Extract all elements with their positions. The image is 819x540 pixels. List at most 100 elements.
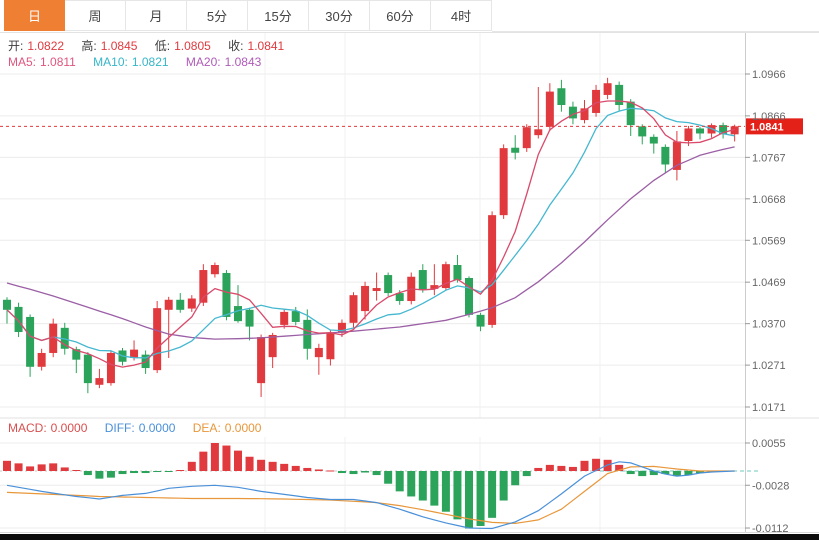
tab-day[interactable]: 日 [4, 0, 65, 31]
candle-body [592, 89, 601, 113]
candle-body [268, 334, 277, 358]
candle-body [314, 347, 323, 358]
candle-body [580, 108, 589, 121]
macd-bar [130, 471, 139, 474]
candle-body [418, 270, 427, 291]
macd-bar [95, 471, 104, 479]
tab-60min[interactable]: 60分 [370, 0, 431, 31]
macd-bar [257, 459, 266, 471]
macd-bar [361, 471, 370, 473]
candle-body [488, 215, 497, 325]
macd-bar [615, 464, 624, 471]
candle-body [557, 88, 566, 105]
macd-bar [187, 461, 196, 471]
candle-body [372, 288, 381, 291]
ma20-label: MA20: [185, 55, 221, 69]
candle-body [453, 265, 462, 281]
candle-body [37, 352, 46, 367]
candle-body [222, 272, 231, 317]
candle-body [280, 311, 289, 325]
ma20-value: 1.0843 [224, 55, 262, 69]
macd-bar [83, 471, 92, 476]
y-axis-label: 1.0966 [752, 69, 786, 81]
candle-body [603, 83, 612, 95]
macd-bar [372, 471, 381, 476]
macd-panel: 0.0055 -0.0028 -0.0112 [0, 438, 789, 535]
y-axis-label: 1.0767 [752, 152, 786, 164]
candle-body [522, 127, 531, 149]
candle-body [130, 349, 139, 358]
tab-4hour[interactable]: 4时 [431, 0, 492, 31]
tab-30min[interactable]: 30分 [309, 0, 370, 31]
svg-text:1.0841: 1.0841 [750, 121, 784, 133]
diff-line [6, 461, 735, 530]
candle-body [696, 128, 704, 134]
y-axis-label: 1.0569 [752, 235, 786, 247]
macd-bar [164, 471, 173, 472]
macd-bar [153, 471, 162, 473]
macd-bar [407, 471, 416, 497]
candle-body [14, 306, 23, 333]
y-axis-label: 1.0668 [752, 194, 786, 206]
macd-bar [37, 464, 46, 471]
candle-body [638, 126, 647, 137]
macd-bar [672, 471, 681, 477]
y-axis-label: 1.0469 [752, 277, 786, 289]
candle-body [465, 277, 473, 315]
candle-body [176, 299, 185, 310]
ma10-label: MA10: [93, 55, 128, 69]
macd-bar [384, 471, 393, 484]
macd-bar [465, 471, 473, 529]
tab-week[interactable]: 周 [65, 0, 126, 31]
macd-label: MACD: [8, 421, 47, 435]
close-label: 收: [228, 39, 244, 53]
macd-bar [49, 463, 58, 471]
tab-month[interactable]: 月 [126, 0, 187, 31]
bottom-scrollbar[interactable] [0, 534, 819, 540]
macd-bar [430, 471, 439, 506]
close-value: 1.0841 [247, 39, 285, 53]
macd-bar [14, 463, 23, 471]
high-value: 1.0845 [100, 39, 138, 53]
macd-bar [26, 466, 35, 471]
macd-bar [418, 471, 427, 501]
ma10-line [6, 107, 735, 359]
low-label: 低: [154, 39, 171, 53]
macd-bar [118, 471, 127, 475]
candle-body [730, 126, 739, 135]
macd-bar [280, 463, 289, 471]
macd-bar [234, 450, 242, 471]
macd-bar [268, 461, 277, 471]
y-axis-label: 1.0866 [752, 111, 786, 123]
macd-bar [326, 470, 335, 472]
tab-5min[interactable]: 5分 [187, 0, 248, 31]
tab-15min[interactable]: 15分 [248, 0, 309, 31]
candle-body [337, 322, 346, 333]
macd-bar [337, 471, 346, 474]
ma5-line [6, 100, 735, 368]
y-axis-label: 1.0271 [752, 360, 786, 372]
candle-body [568, 106, 577, 119]
macd-bar [545, 464, 554, 471]
dea-value: 0.0000 [224, 421, 262, 435]
macd-axis-label: 0.0055 [752, 438, 786, 450]
price-axis: 1.0966 1.0866 1.0767 1.0668 1.0569 1.0469 1.03… [745, 33, 786, 532]
macd-bar [314, 469, 323, 471]
macd-bar [245, 456, 254, 471]
macd-bar [199, 451, 208, 471]
macd-bar [210, 443, 219, 471]
ma5-label: MA5: [8, 55, 37, 69]
candle-body [661, 146, 670, 165]
candle-body [245, 309, 254, 327]
ma10-value: 1.0821 [131, 55, 169, 69]
last-price-badge: 1.0841 [746, 118, 803, 135]
ma5-value: 1.0811 [40, 55, 76, 69]
candle-body [49, 323, 58, 353]
candle-body [291, 311, 300, 322]
macd-bar [3, 460, 11, 471]
macd-bar [476, 471, 485, 526]
tabbar-filler [492, 0, 819, 32]
candle-body [476, 314, 485, 327]
